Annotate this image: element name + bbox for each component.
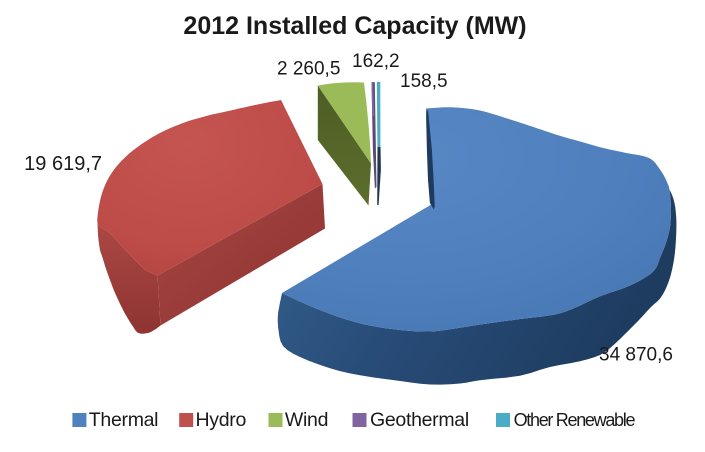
svg-text:Geothermal: Geothermal [370, 409, 469, 431]
svg-text:Hydro: Hydro [196, 409, 247, 431]
svg-text:2012 Installed Capacity (MW): 2012 Installed Capacity (MW) [183, 12, 526, 40]
svg-text:158,5: 158,5 [400, 71, 448, 92]
svg-text:Wind: Wind [285, 409, 328, 431]
svg-text:2 260,5: 2 260,5 [277, 59, 340, 80]
svg-text:Thermal: Thermal [89, 409, 158, 431]
svg-text:34 870,6: 34 870,6 [599, 345, 673, 366]
svg-text:19 619,7: 19 619,7 [24, 153, 102, 175]
svg-text:Other Renewable: Other Renewable [514, 410, 636, 430]
svg-text:162,2: 162,2 [352, 51, 400, 72]
